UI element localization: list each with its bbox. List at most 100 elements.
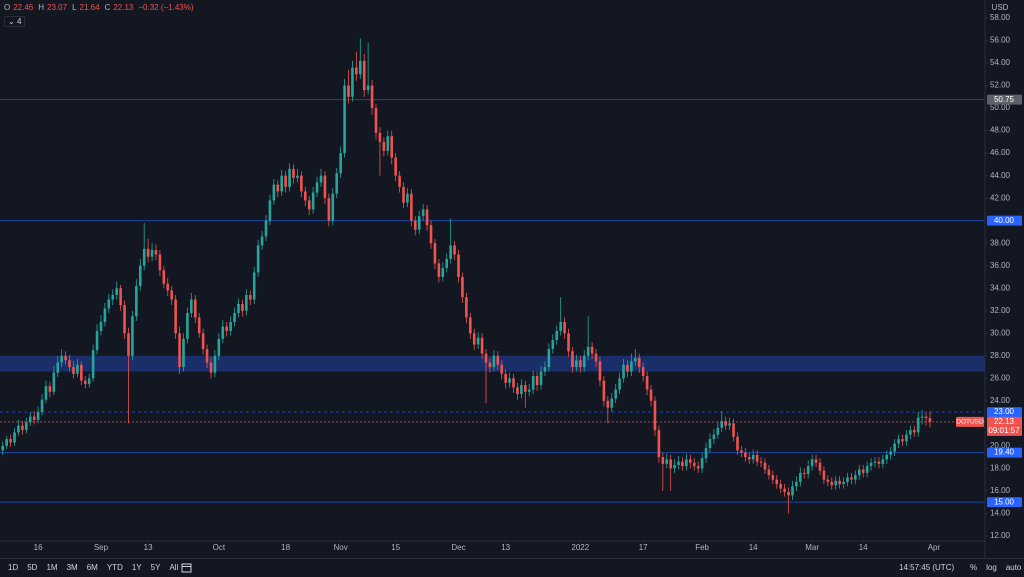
- candle-body: [201, 333, 205, 350]
- toolbar-button[interactable]: 5D: [27, 563, 38, 572]
- support-zone: [0, 355, 985, 372]
- candle-body: [814, 459, 818, 463]
- candle-body: [850, 477, 853, 480]
- candle-body: [123, 305, 126, 334]
- candle-body: [594, 353, 598, 362]
- candle-body: [602, 380, 606, 401]
- header-change: −0.32 (−1.43%): [138, 3, 194, 12]
- level-label-bg: [987, 215, 1022, 226]
- x-tick-label: Dec: [451, 543, 465, 552]
- calendar-icon[interactable]: [181, 563, 193, 573]
- candle-body: [119, 288, 122, 306]
- toolbar-button[interactable]: All: [169, 563, 179, 572]
- candle-body: [893, 443, 896, 452]
- candle-body: [131, 316, 134, 356]
- candle-body: [649, 389, 653, 401]
- candle-body: [469, 317, 472, 334]
- candle-body: [472, 333, 476, 345]
- candle-body: [64, 355, 67, 361]
- toolbar-button[interactable]: 6M: [86, 563, 98, 572]
- candle-body: [579, 360, 582, 368]
- candle-body: [586, 346, 590, 356]
- candle-body: [457, 254, 460, 277]
- toolbar-button[interactable]: %: [970, 563, 978, 572]
- y-tick-label: 18.00: [990, 463, 1011, 472]
- candle-body: [307, 200, 311, 210]
- candle-body: [237, 303, 240, 314]
- candle-body: [728, 423, 731, 426]
- y-tick-label: 50.00: [990, 103, 1011, 112]
- candle-body: [665, 459, 669, 464]
- candle-body: [300, 175, 303, 192]
- candle-body: [213, 355, 217, 373]
- toolbar-button[interactable]: 5Y: [150, 563, 161, 572]
- candle-body: [626, 364, 629, 372]
- candle-body: [296, 175, 299, 178]
- level-label-bg: [987, 497, 1022, 508]
- candle-body: [673, 465, 676, 469]
- candle-body: [410, 193, 413, 221]
- candle-body: [842, 481, 845, 485]
- header-value: 22.13: [113, 3, 134, 12]
- candle-body: [787, 492, 790, 496]
- candle-body: [413, 220, 417, 230]
- candle-body: [912, 430, 916, 433]
- candle-body: [445, 258, 449, 268]
- candle-body: [520, 385, 523, 395]
- candle-body: [48, 386, 52, 392]
- toolbar-button[interactable]: 1Y: [131, 563, 142, 572]
- candle-body: [575, 360, 578, 368]
- candle-body: [755, 454, 759, 462]
- candle-body: [5, 439, 8, 446]
- candle-body: [465, 297, 468, 318]
- y-tick-label: 16.00: [990, 486, 1011, 495]
- countdown: 09:01:57: [988, 426, 1020, 435]
- header-label: O: [4, 3, 11, 12]
- candle-body: [44, 386, 48, 400]
- candle-body: [272, 184, 276, 201]
- candle-body: [433, 243, 437, 264]
- toolbar-button[interactable]: YTD: [106, 563, 123, 572]
- candle-body: [252, 272, 256, 300]
- toolbar-button[interactable]: 3M: [66, 563, 78, 572]
- candle-body: [732, 423, 735, 437]
- candle-body: [256, 245, 260, 273]
- candle-body: [72, 367, 75, 374]
- candle-body: [52, 372, 56, 392]
- candle-body: [319, 175, 323, 183]
- candle-body: [339, 153, 342, 174]
- candle-body: [720, 421, 724, 428]
- candle-body: [441, 267, 445, 277]
- toolbar-button[interactable]: 1M: [46, 563, 58, 572]
- indicator-toggle[interactable]: ⌄ 4: [4, 16, 26, 27]
- toolbar-button[interactable]: auto: [1005, 563, 1022, 572]
- scale-buttons: % log auto: [970, 563, 1021, 572]
- candle-body: [865, 466, 869, 473]
- candle-body: [370, 85, 374, 109]
- candle-body: [154, 249, 158, 255]
- candle-body: [343, 85, 346, 154]
- candle-body: [747, 457, 751, 460]
- toolbar-button[interactable]: log: [986, 563, 997, 572]
- level-label: 23.00: [994, 407, 1015, 416]
- header-label: C: [104, 3, 111, 12]
- candle-body: [174, 299, 177, 334]
- candle-body: [355, 67, 358, 75]
- candle-body: [590, 346, 594, 354]
- symbol-tag-bg: [956, 416, 984, 427]
- candle-body: [378, 132, 382, 142]
- toolbar-button[interactable]: 1D: [8, 563, 19, 572]
- candle-body: [193, 299, 197, 318]
- candle-body: [182, 338, 185, 368]
- candle-body: [268, 200, 272, 221]
- candle-body: [681, 461, 684, 467]
- candle-body: [36, 412, 40, 420]
- candle-body: [543, 367, 547, 372]
- candle-body: [598, 361, 602, 381]
- candle-body: [87, 378, 91, 384]
- candle-body: [897, 439, 900, 444]
- candle-body: [347, 85, 350, 97]
- last-price-bg: [987, 416, 1022, 436]
- candle-body: [661, 457, 665, 464]
